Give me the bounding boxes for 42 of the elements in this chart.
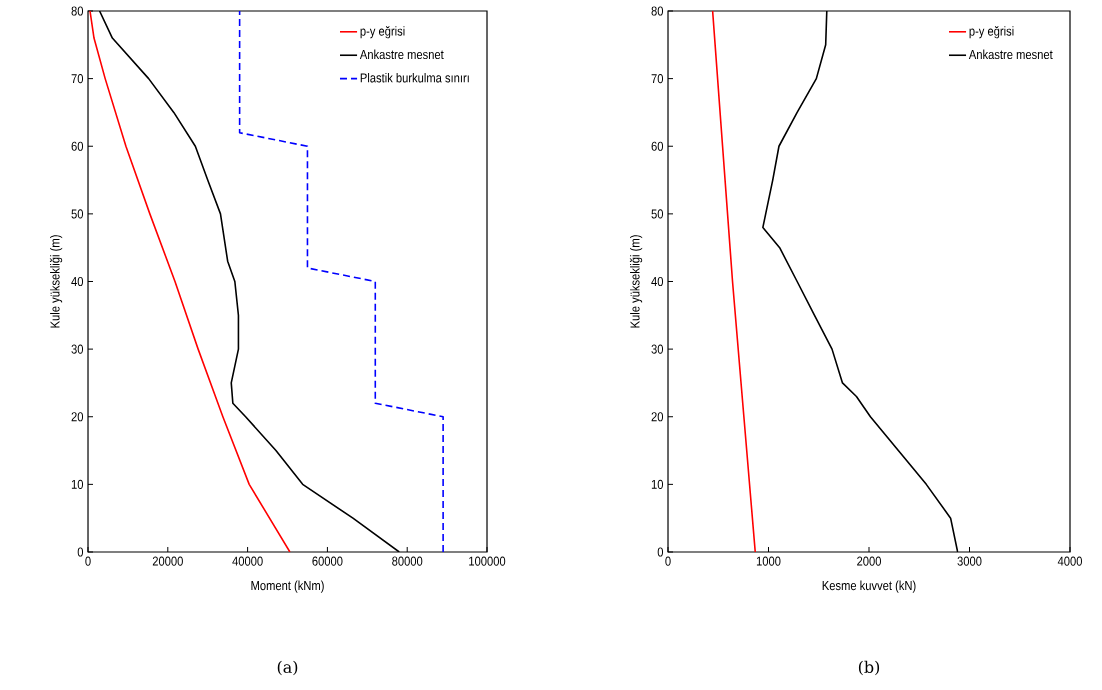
legend-label: p-y eğrisi [969,26,1014,39]
y-tick-label: 30 [71,344,84,354]
y-tick-label: 70 [71,74,84,84]
y-tick-label: 50 [651,209,664,219]
y-tick-label: 20 [71,412,84,422]
y-tick-label: 60 [71,141,84,151]
y-tick-label: 80 [71,6,84,16]
y-tick-label: 80 [651,6,664,16]
legend-label: Ankastre mesnet [968,49,1053,60]
legend-label: Plastik burkulma sınırı [360,72,469,83]
y-tick-label: 60 [651,141,664,151]
x-tick-label: 40000 [232,556,263,566]
x-tick-label: 2000 [857,556,881,566]
y-tick-label: 50 [71,209,84,219]
x-tick-label: 100000 [469,556,506,566]
x-tick-label: 3000 [957,556,982,566]
y-tick-label: 20 [651,412,664,422]
x-axis-title: Kesme kuvvet (kN) [822,580,916,593]
x-tick-label: 4000 [1057,556,1082,566]
x-axis-title: Moment (kNm) [251,580,324,593]
x-tick-label: 20000 [152,556,183,566]
y-tick-label: 40 [71,276,84,287]
y-tick-label: 0 [77,547,84,557]
x-tick-label: 60000 [312,556,343,566]
text: (b) [858,660,880,676]
x-tick-label: 1000 [756,556,781,566]
y-tick-label: 10 [651,479,664,489]
x-tick-label: 0 [665,556,671,566]
legend-label: Ankastre mesnet [359,49,444,60]
x-tick-label: 80000 [392,556,423,566]
y-tick-label: 30 [651,344,664,354]
text: (a) [277,660,298,676]
legend-label: p-y eğrisi [360,26,405,39]
y-tick-label: 0 [657,547,664,557]
y-tick-label: 40 [651,276,664,287]
y-tick-label: 70 [651,74,664,84]
line-series [238,11,444,552]
y-axis-title: Kule yüksekliği (m) [49,235,63,328]
y-axis-title: Kule yüksekliği (m) [629,235,643,328]
y-tick-label: 10 [71,479,84,489]
x-tick-label: 0 [85,556,91,566]
line-series [711,11,757,552]
